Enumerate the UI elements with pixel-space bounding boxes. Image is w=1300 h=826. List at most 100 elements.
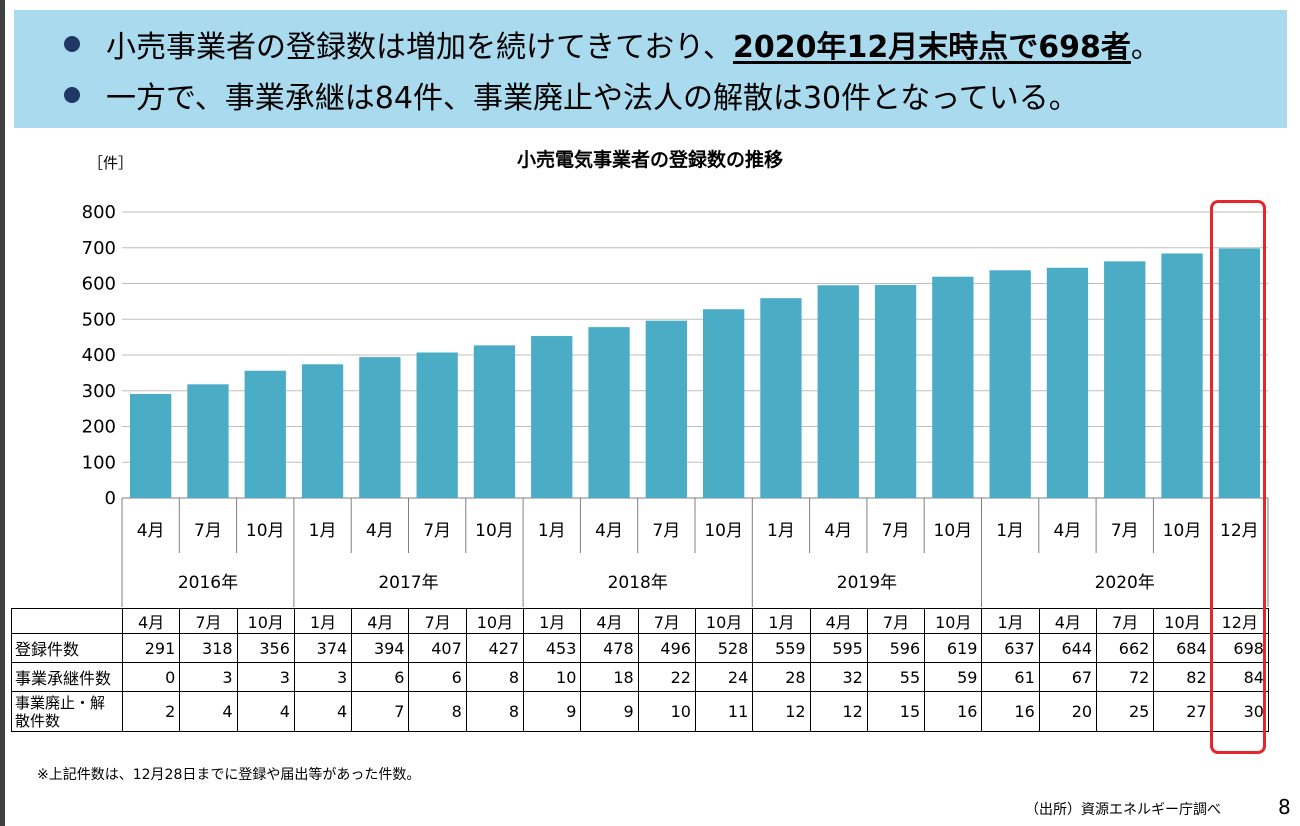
data-table: 4月 7月 10月 1月 4月 7月 10月 1月 4月 7月 10月 1月 4月 7月 10月 1月 4月 7月… [11,608,1269,732]
y-tick-label: 600 [82,274,116,295]
y-tick-label: 300 [82,381,116,402]
x-tick-label: 7月 [882,521,910,541]
table-cell: 291 [121,633,181,663]
table-cell: 20 [1038,691,1098,732]
table-cell: 18 [580,662,639,692]
summary-bullet-1: 小売事業者の登録数は増加を続けてきており、 2020年12月末時点で698者。 [64,20,1161,68]
x-tick-label: 7月 [423,521,451,541]
year-label: 2017年 [378,573,438,593]
x-tick-label: 10月 [475,521,514,541]
x-tick-label: 4月 [824,521,852,541]
table-header-cell: 7月 [408,608,467,634]
table-cell: 67 [1038,662,1098,692]
bullet-dot-icon [64,36,80,52]
y-tick-label: 0 [105,488,116,509]
x-tick-label: 10月 [246,521,285,541]
bar [874,284,917,498]
x-tick-label: 4月 [595,521,623,541]
bullet-1-text: 小売事業者の登録数は増加を続けてきており、 [106,30,733,65]
bar [703,309,745,498]
x-tick-label: 7月 [1111,521,1139,541]
table-cell: 4 [179,691,238,732]
table-corner-cell [11,608,123,634]
table-cell: 4 [293,691,353,732]
table-cell: 10 [637,691,696,732]
table-cell: 12 [752,691,811,732]
table-cell: 55 [866,662,926,692]
table-cell: 496 [637,633,696,663]
table-header-cell: 1月 [752,608,811,634]
y-tick-label: 400 [82,345,116,366]
table-cell: 528 [694,633,754,663]
table-cell: 0 [121,662,181,692]
y-tick-label: 800 [82,202,116,223]
table-header-cell: 10月 [465,608,525,634]
table-cell: 9 [580,691,639,732]
table-cell: 374 [293,633,353,663]
table-cell: 22 [637,662,696,692]
bar [187,384,229,498]
y-tick-label: 200 [82,417,116,438]
chart-title: 小売電気事業者の登録数の推移 [516,149,783,171]
summary-bullet-2: 一方で、事業承継は84件、事業廃止や法人の解散は30件となっている。 [64,71,1079,119]
table-header-cell: 1月 [523,608,582,634]
page-number: 8 [1278,795,1291,819]
table-cell: 427 [465,633,525,663]
table-header-cell: 1月 [981,608,1040,634]
table-row-label: 登録件数 [11,633,123,663]
table-cell: 61 [981,662,1040,692]
table-cell: 16 [924,691,983,732]
table-cell: 8 [408,691,467,732]
table-header-cell: 7月 [1096,608,1155,634]
table-cell: 559 [752,633,811,663]
year-label: 2019年 [837,573,897,593]
table-cell: 6 [351,662,410,692]
table-cell: 82 [1153,662,1212,692]
y-axis-unit: ［件］ [88,154,134,172]
bar [130,393,172,498]
table-row: 事業廃止・解散件数 2 4 4 4 7 8 8 9 9 10 11 12 12 15 16 16 20 25 27 30 [11,691,1269,732]
table-cell: 3 [293,662,353,692]
table-cell: 698 [1210,633,1269,663]
table-header-cell: 4月 [809,608,868,634]
x-tick-label: 12月 [1220,521,1259,541]
table-header-cell: 10月 [1153,608,1212,634]
table-row: 登録件数 291 318 356 374 394 407 427 453 478 496 528 559… [11,633,1269,663]
y-tick-label: 700 [82,238,116,259]
x-tick-label: 10月 [1163,521,1202,541]
summary-banner: 小売事業者の登録数は増加を続けてきており、 2020年12月末時点で698者。 一… [14,10,1287,128]
bullet-1-highlight: 2020年12月末時点で698者 [733,30,1131,65]
table-cell: 25 [1096,691,1155,732]
year-label: 2020年 [1095,573,1155,593]
bar [359,357,401,498]
table-header-cell: 4月 [580,608,639,634]
x-tick-label: 1月 [996,521,1024,541]
table-cell: 595 [809,633,868,663]
bar [1161,253,1203,498]
table-header-cell: 4月 [351,608,410,634]
table-header-cell: 10月 [694,608,754,634]
bar [760,298,802,498]
table-cell: 3 [179,662,238,692]
table-cell: 7 [351,691,410,732]
x-tick-label: 4月 [1054,521,1082,541]
table-cell: 318 [179,633,238,663]
bar [989,270,1031,498]
bar [1104,261,1146,498]
x-tick-label: 10月 [934,521,973,541]
table-cell: 4 [236,691,295,732]
table-header-cell: 12月 [1210,608,1269,634]
x-tick-label: 1月 [767,521,795,541]
footnote: ※上記件数は、12月28日までに登録や届出等があった件数。 [37,767,421,783]
table-cell: 15 [866,691,926,732]
bar [244,370,286,498]
bar [588,327,630,498]
table-header-row: 4月 7月 10月 1月 4月 7月 10月 1月 4月 7月 10月 1月 4月 7月 10月 1月 4月 7月… [11,608,1269,634]
bar [301,364,344,498]
table-row: 事業承継件数 0 3 3 3 6 6 8 10 18 22 24 28 32 55 59 61 67 72 82 84 [11,662,1269,692]
table-cell: 662 [1096,633,1155,663]
table-header-cell: 10月 [924,608,983,634]
table-header-cell: 7月 [866,608,926,634]
table-cell: 6 [408,662,467,692]
bar [817,285,859,498]
